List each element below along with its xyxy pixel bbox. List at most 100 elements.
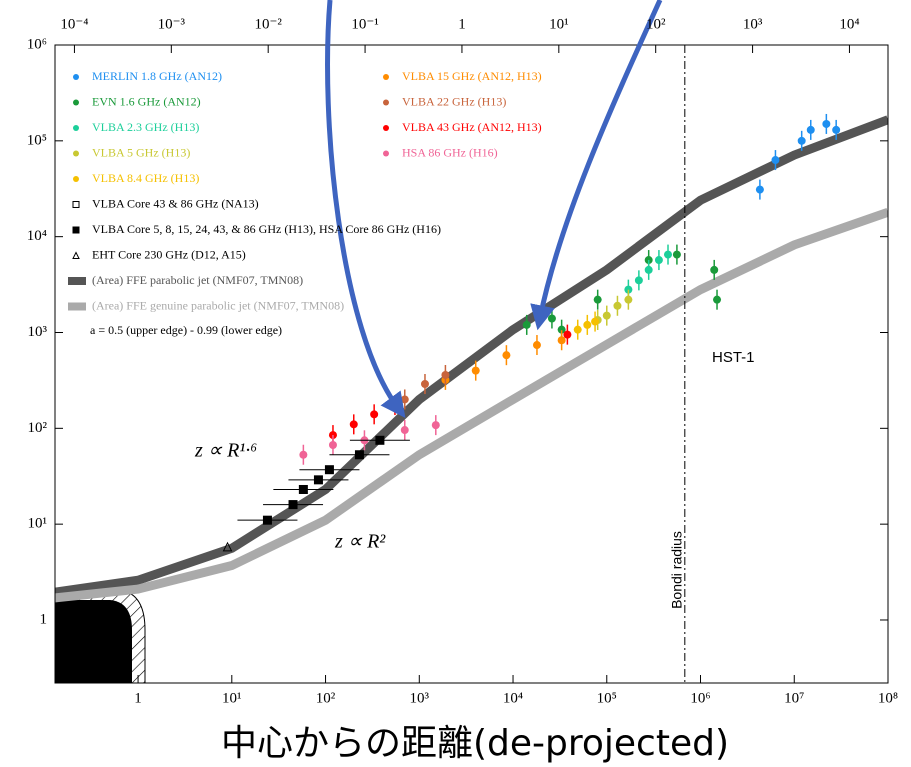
y-tick-label: 10⁴: [27, 228, 47, 244]
annotation: z ∝ R¹·⁶: [194, 440, 257, 462]
point: [263, 516, 271, 524]
point: [832, 126, 840, 134]
point: [299, 451, 307, 459]
point: [441, 371, 449, 379]
legend-label: VLBA Core 5, 8, 15, 24, 43, & 86 GHz (H1…: [92, 222, 441, 236]
legend-label: EVN 1.6 GHz (AN12): [92, 94, 201, 108]
x2-tick-label: 10³: [743, 16, 763, 32]
x2-tick-label: 10⁻⁴: [60, 16, 88, 32]
point: [383, 151, 389, 157]
point: [73, 100, 79, 106]
point: [350, 420, 358, 428]
point: [73, 125, 79, 131]
point: [558, 336, 566, 344]
x2-tick-label: 1: [458, 16, 466, 32]
x-tick-label: 10³: [410, 690, 430, 706]
arrow: [328, 0, 398, 408]
point: [523, 321, 531, 329]
legend-label: (Area) FFE genuine parabolic jet (NMF07,…: [92, 298, 344, 312]
point: [401, 395, 409, 403]
x-tick-label: 10⁸: [878, 690, 898, 706]
legend-label: (Area) FFE parabolic jet (NMF07, TMN08): [92, 273, 303, 287]
x2-tick-label: 10²: [646, 16, 666, 32]
point: [710, 266, 718, 274]
y-tick-label: 10⁶: [27, 36, 47, 52]
point: [299, 485, 307, 493]
x-tick-label: 10⁷: [784, 690, 804, 706]
x-tick-label: 10⁶: [690, 690, 710, 706]
point: [635, 276, 643, 284]
point: [756, 186, 764, 194]
point: [73, 74, 79, 80]
point: [655, 256, 663, 264]
legend-label: EHT Core 230 GHz (D12, A15): [92, 247, 246, 261]
x-tick-label: 10¹: [222, 690, 242, 706]
point: [594, 296, 602, 304]
point: [355, 451, 363, 459]
x2-tick-label: 10¹: [549, 16, 569, 32]
x2-tick-label: 10⁻³: [158, 16, 186, 32]
y-tick-label: 10³: [28, 324, 48, 340]
legend-label: VLBA 8.4 GHz (H13): [92, 171, 199, 185]
legend-label: VLBA Core 43 & 86 GHz (NA13): [92, 196, 259, 210]
point: [624, 296, 632, 304]
vline-label: Bondi radius: [669, 531, 685, 609]
point: [370, 410, 378, 418]
point: [583, 321, 591, 329]
x-tick-label: 10⁵: [597, 690, 617, 706]
y-tick-label: 1: [40, 611, 48, 627]
point: [401, 426, 409, 434]
model-line: [55, 212, 888, 598]
point: [73, 176, 79, 182]
y-tick-label: 10¹: [28, 516, 48, 532]
point: [325, 466, 333, 474]
point: [421, 380, 429, 388]
legend-label: VLBA 2.3 GHz (H13): [92, 120, 199, 134]
y-tick-label: 10²: [28, 420, 48, 436]
legend-label: MERLIN 1.8 GHz (AN12): [92, 69, 222, 83]
annotation: z ∝ R²: [334, 531, 386, 553]
point: [383, 74, 389, 80]
annotation: HST-1: [712, 349, 755, 366]
point: [314, 476, 322, 484]
x-axis-label: 中心からの距離(de-projected): [221, 723, 729, 764]
point: [591, 318, 599, 326]
point: [563, 331, 571, 339]
legend-label: VLBA 15 GHz (AN12, H13): [402, 69, 542, 83]
chart: 中心からの距離(de-projected) a = 0.5 (upper edg…: [0, 0, 911, 767]
point: [383, 125, 389, 131]
point: [329, 441, 337, 449]
point: [73, 253, 79, 259]
x2-tick-label: 10⁴: [839, 16, 859, 32]
point: [502, 351, 510, 359]
point: [73, 151, 79, 157]
point: [376, 436, 384, 444]
point: [533, 341, 541, 349]
point: [73, 202, 79, 208]
note: a = 0.5 (upper edge) - 0.99 (lower edge): [90, 323, 282, 337]
legend-swatch: [68, 277, 86, 285]
point: [713, 296, 721, 304]
legend-label: VLBA 22 GHz (H13): [402, 94, 506, 108]
point: [822, 120, 830, 128]
x-tick-label: 10²: [316, 690, 336, 706]
point: [673, 251, 681, 259]
x2-tick-label: 10⁻¹: [351, 16, 378, 32]
point: [289, 501, 297, 509]
point: [432, 421, 440, 429]
legend-label: VLBA 5 GHz (H13): [92, 145, 190, 159]
legend-label: VLBA 43 GHz (AN12, H13): [402, 120, 542, 134]
legend-label: HSA 86 GHz (H16): [402, 145, 498, 159]
point: [798, 137, 806, 145]
y-tick-label: 10⁵: [27, 132, 47, 148]
point: [613, 302, 621, 310]
x-tick-label: 1: [134, 690, 142, 706]
point: [472, 367, 480, 375]
black-hole: [55, 600, 132, 683]
point: [664, 251, 672, 259]
legend-swatch: [68, 303, 86, 311]
point: [771, 156, 779, 164]
point: [73, 227, 79, 233]
point: [603, 312, 611, 320]
point: [645, 266, 653, 274]
